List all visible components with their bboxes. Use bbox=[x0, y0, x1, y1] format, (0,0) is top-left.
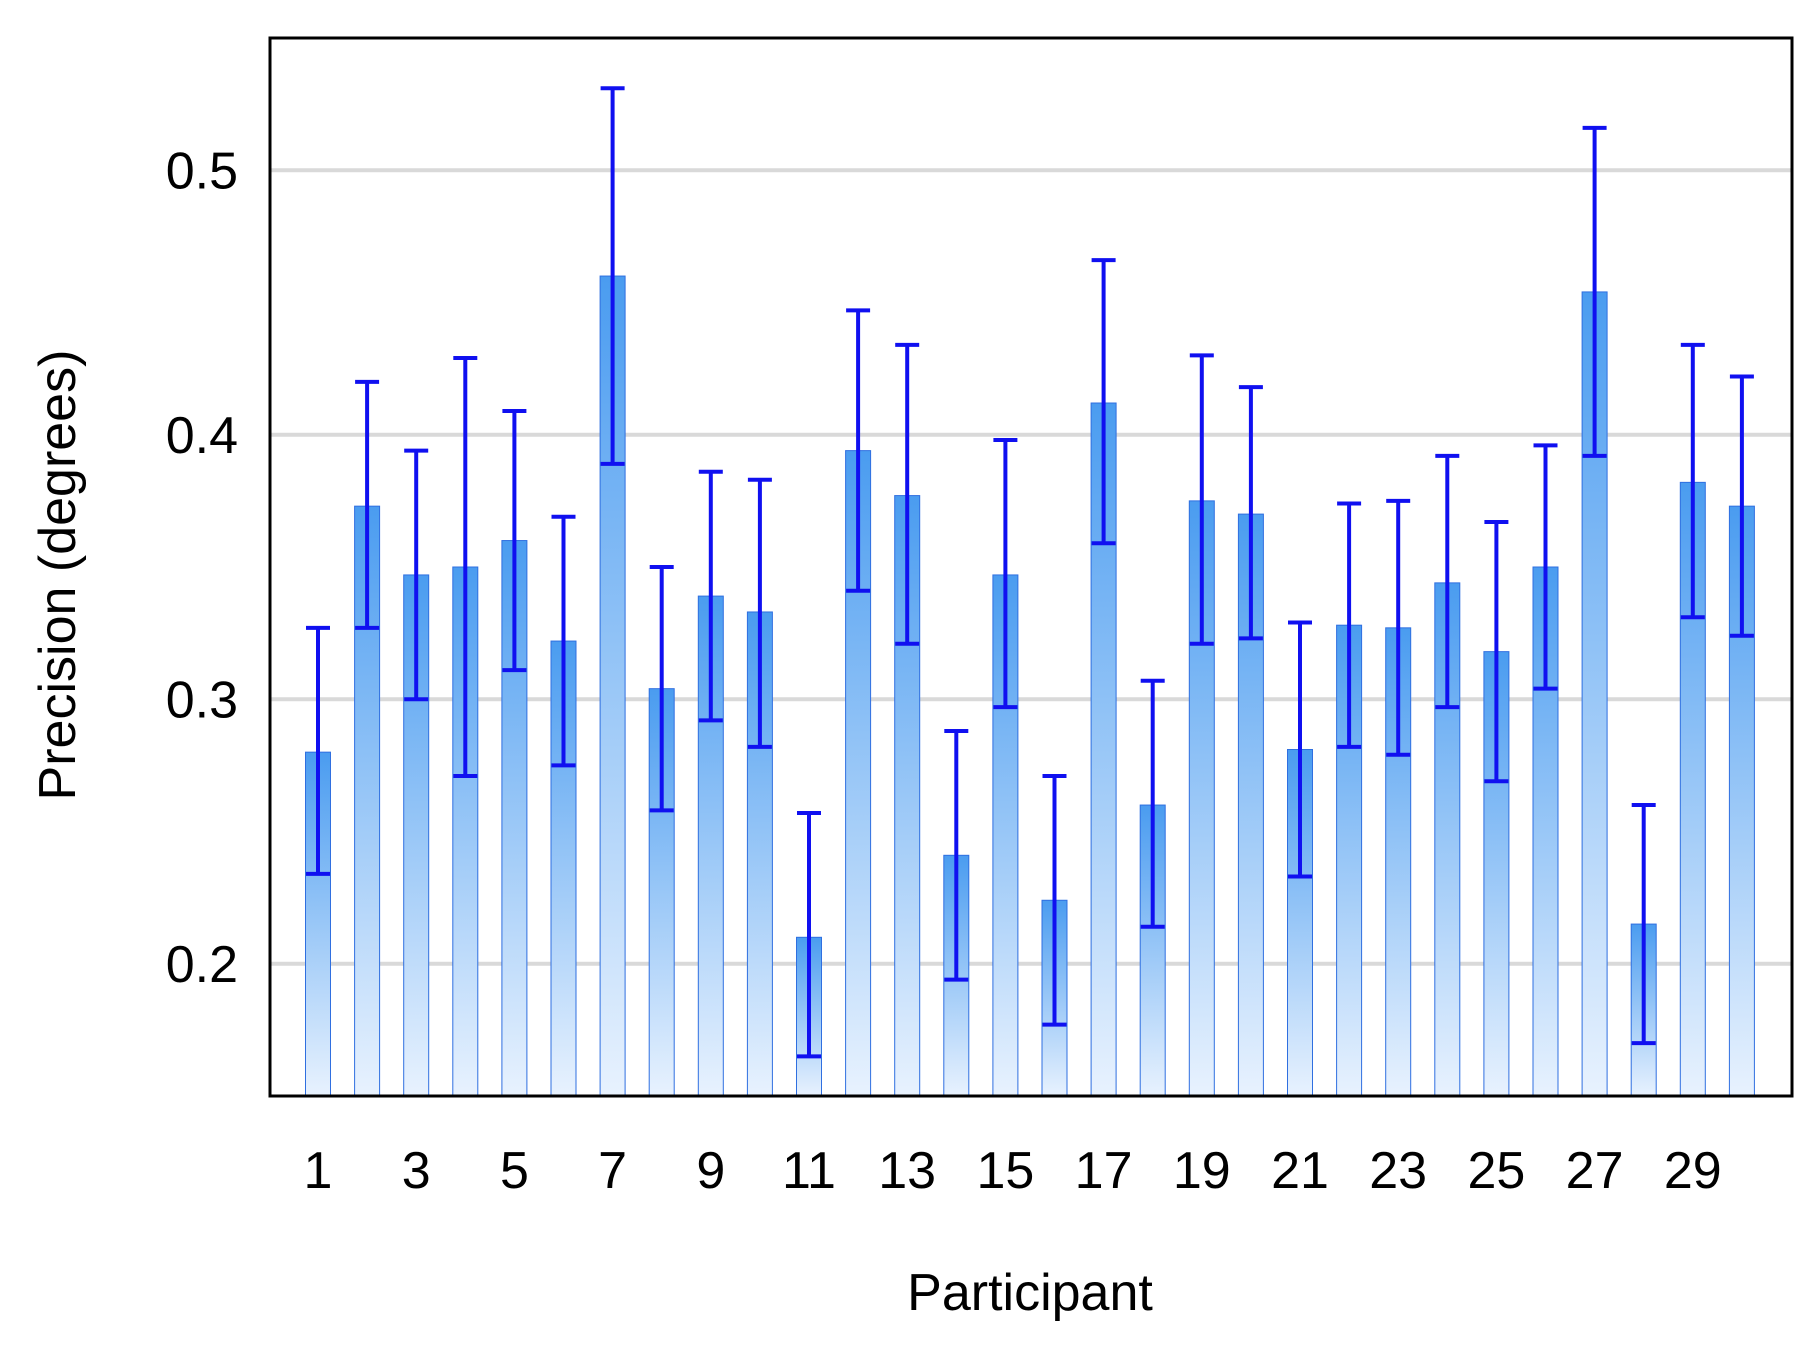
x-tick-label: 23 bbox=[1369, 1142, 1427, 1200]
x-tick-label: 25 bbox=[1467, 1142, 1525, 1200]
x-tick-labels: 1 3 5 7 9 11 13 15 17 19 21 23 25 27 29 bbox=[304, 1142, 1722, 1200]
x-tick-label: 1 bbox=[304, 1142, 333, 1200]
y-tick-label: 0.5 bbox=[166, 142, 238, 200]
x-axis-label: Participant bbox=[907, 1264, 1153, 1322]
x-tick-label: 17 bbox=[1075, 1142, 1133, 1200]
x-tick-label: 15 bbox=[976, 1142, 1034, 1200]
error-bar bbox=[1435, 453, 1460, 710]
error-bar bbox=[453, 356, 478, 778]
x-tick-label: 13 bbox=[878, 1142, 936, 1200]
error-bar bbox=[944, 728, 969, 982]
error-bar bbox=[1337, 501, 1362, 749]
error-bar bbox=[1288, 620, 1312, 879]
x-tick-label: 29 bbox=[1664, 1142, 1722, 1200]
error-bar bbox=[846, 308, 871, 593]
error-bar bbox=[1140, 678, 1165, 929]
error-bar bbox=[404, 448, 429, 702]
x-tick-label: 7 bbox=[598, 1142, 627, 1200]
error-bar bbox=[1042, 773, 1067, 1027]
x-tick-label: 11 bbox=[782, 1142, 836, 1200]
y-tick-labels: 0.2 0.3 0.4 0.5 bbox=[166, 142, 238, 994]
x-tick-label: 3 bbox=[402, 1142, 431, 1200]
error-bar bbox=[551, 514, 576, 768]
gridlines bbox=[270, 168, 1792, 966]
x-tick-label: 21 bbox=[1271, 1142, 1329, 1200]
error-bar bbox=[306, 625, 330, 876]
error-bar bbox=[649, 565, 674, 813]
bar bbox=[501, 540, 528, 1097]
error-bar bbox=[1729, 374, 1754, 638]
bars bbox=[305, 275, 1755, 1097]
error-bar bbox=[502, 408, 527, 673]
x-tick-label: 9 bbox=[696, 1142, 725, 1200]
error-bar bbox=[355, 379, 380, 630]
plot-frame bbox=[268, 36, 1794, 1098]
error-bar bbox=[747, 477, 772, 749]
error-bar bbox=[797, 810, 821, 1059]
error-bar bbox=[993, 438, 1018, 710]
error-bar bbox=[1386, 498, 1411, 757]
y-tick-label: 0.4 bbox=[166, 407, 238, 465]
y-tick-label: 0.2 bbox=[166, 936, 238, 994]
error-bar bbox=[698, 469, 723, 723]
x-tick-label: 27 bbox=[1566, 1142, 1624, 1200]
error-bar bbox=[1238, 385, 1263, 641]
error-bar bbox=[1091, 258, 1116, 546]
y-tick-label: 0.3 bbox=[166, 671, 238, 729]
error-bars bbox=[306, 86, 1754, 1059]
error-bar bbox=[600, 86, 625, 466]
error-bar bbox=[1484, 520, 1509, 784]
error-bar bbox=[895, 342, 920, 646]
error-bar bbox=[1533, 443, 1558, 691]
error-bar bbox=[1582, 125, 1607, 458]
error-bar bbox=[1631, 803, 1656, 1046]
y-axis-label: Precision (degrees) bbox=[29, 350, 87, 801]
x-tick-label: 19 bbox=[1173, 1142, 1231, 1200]
x-tick-label: 5 bbox=[500, 1142, 529, 1200]
error-bar bbox=[1680, 342, 1705, 620]
error-bar bbox=[1189, 353, 1214, 646]
